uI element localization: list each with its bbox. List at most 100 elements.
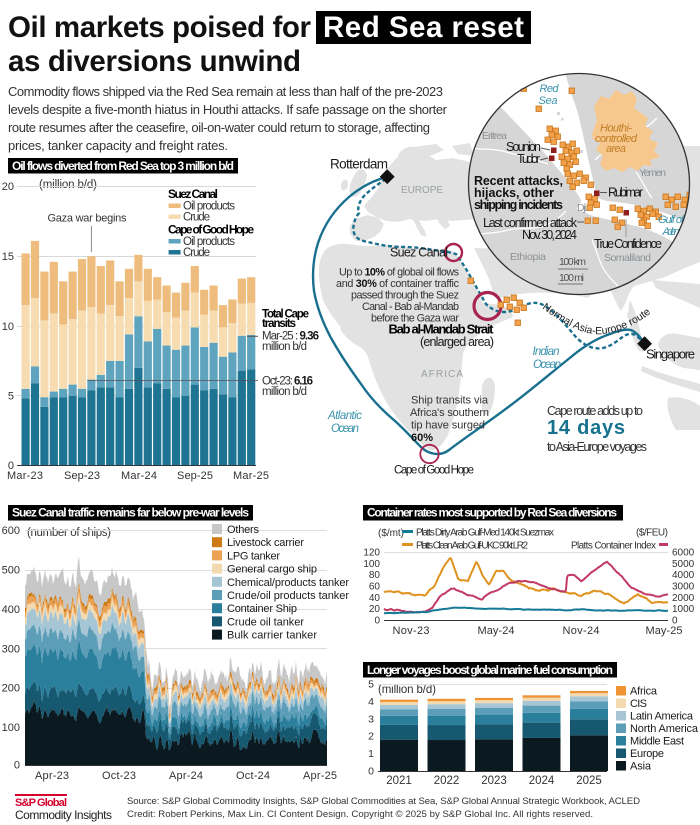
svg-text:(number of ships): (number of ships): [27, 527, 111, 539]
svg-text:Apr-23: Apr-23: [35, 770, 69, 782]
svg-text:Latin America: Latin America: [630, 711, 694, 723]
svg-text:million b/d: million b/d: [262, 386, 307, 398]
svg-text:Houthi-: Houthi-: [600, 123, 632, 135]
svg-text:Bab al-Mandab Strait: Bab al-Mandab Strait: [389, 322, 495, 337]
svg-text:Suez Canal traffic remains far: Suez Canal traffic remains far below pre…: [12, 506, 249, 520]
svg-text:transits: transits: [262, 318, 296, 330]
svg-text:Crude oil tanker: Crude oil tanker: [227, 616, 304, 628]
svg-text:0: 0: [672, 616, 678, 627]
svg-text:Sep-23: Sep-23: [64, 470, 100, 482]
svg-text:(enlarged area): (enlarged area): [420, 335, 494, 349]
svg-text:Suez Canal: Suez Canal: [168, 187, 218, 201]
svg-text:tip have surged: tip have surged: [411, 420, 485, 432]
svg-text:Mar-25: Mar-25: [233, 470, 269, 482]
svg-text:Nov-23: Nov-23: [393, 625, 430, 637]
svg-text:400: 400: [2, 604, 20, 616]
svg-text:Container Ship: Container Ship: [227, 603, 297, 615]
svg-text:6000: 6000: [672, 548, 695, 559]
svg-text:300: 300: [2, 643, 20, 655]
svg-text:Cape route adds up to: Cape route adds up to: [547, 404, 643, 418]
svg-text:True Confidence: True Confidence: [594, 237, 662, 251]
svg-text:Oct-23: 6.16: Oct-23: 6.16: [262, 376, 313, 388]
svg-text:route resumes after the ceasef: route resumes after the ceasefire, oil-o…: [8, 120, 430, 135]
svg-text:Oct-24: Oct-24: [236, 770, 270, 782]
svg-text:Livestock carrier: Livestock carrier: [227, 537, 304, 549]
svg-text:15: 15: [2, 251, 14, 263]
svg-text:80: 80: [369, 570, 381, 581]
svg-text:Singapore: Singapore: [646, 347, 695, 362]
svg-text:($/FEU): ($/FEU): [636, 528, 668, 539]
svg-text:shipping incidents: shipping incidents: [474, 198, 563, 212]
svg-text:Suez Canal: Suez Canal: [390, 246, 448, 260]
svg-text:Up to 10% of global oil flows: Up to 10% of global oil flows: [339, 267, 460, 279]
svg-text:Source: S&P Global Commodity I: Source: S&P Global Commodity Insights, S…: [127, 796, 640, 807]
svg-text:EUROPE: EUROPE: [401, 185, 445, 196]
svg-text:Sep-25: Sep-25: [177, 470, 213, 482]
svg-text:Cape of Good Hope: Cape of Good Hope: [168, 223, 254, 237]
svg-text:prices, tanker capacity and fr: prices, tanker capacity and freight rate…: [8, 138, 228, 153]
svg-text:Oil flows diverted from Red Se: Oil flows diverted from Red Sea top 3 mi…: [12, 159, 234, 173]
svg-text:North America: North America: [630, 723, 699, 735]
svg-text:Somaliland: Somaliland: [604, 252, 651, 264]
svg-text:passed through the Suez: passed through the Suez: [351, 290, 459, 302]
svg-text:2022: 2022: [434, 775, 460, 787]
svg-text:Oil products: Oil products: [183, 201, 235, 213]
svg-text:500: 500: [2, 565, 20, 577]
svg-text:Cape of Good Hope: Cape of Good Hope: [394, 465, 474, 477]
svg-text:0: 0: [368, 766, 374, 778]
svg-text:Ocean: Ocean: [331, 423, 359, 435]
svg-text:million b/d: million b/d: [262, 341, 307, 353]
svg-text:3000: 3000: [672, 582, 695, 593]
svg-text:4: 4: [368, 696, 374, 708]
svg-text:May-24: May-24: [478, 625, 515, 637]
svg-text:Gulf of: Gulf of: [658, 214, 685, 226]
svg-text:Apr-25: Apr-25: [303, 770, 337, 782]
svg-text:100 mi: 100 mi: [559, 272, 584, 284]
svg-text:Rotterdam: Rotterdam: [330, 157, 388, 172]
svg-text:Oil markets poised for: Oil markets poised for: [8, 11, 312, 44]
svg-text:Chemical/products tanker: Chemical/products tanker: [227, 577, 349, 589]
svg-text:100: 100: [2, 722, 20, 734]
svg-text:area: area: [606, 143, 626, 155]
svg-text:($/mt): ($/mt): [378, 528, 404, 539]
svg-text:Credit: Robert Perkins, Max Li: Credit: Robert Perkins, Max Lin. CI Cont…: [127, 809, 593, 820]
svg-text:LPG tanker: LPG tanker: [227, 550, 280, 562]
svg-text:Atlantic: Atlantic: [327, 410, 362, 422]
svg-text:to Asia-Europe voyages: to Asia-Europe voyages: [547, 440, 647, 454]
svg-text:14 days: 14 days: [547, 417, 625, 439]
svg-text:Ship transits via: Ship transits via: [411, 395, 489, 407]
svg-text:100 km: 100 km: [559, 256, 586, 268]
svg-text:0: 0: [8, 460, 14, 472]
svg-text:before the Gaza war: before the Gaza war: [371, 313, 459, 325]
svg-text:Sounion: Sounion: [506, 140, 541, 154]
svg-text:2025: 2025: [576, 775, 602, 787]
svg-text:100: 100: [363, 559, 380, 570]
svg-text:Africa's southern: Africa's southern: [410, 407, 489, 419]
svg-text:Container rates most supported: Container rates most supported by Red Se…: [367, 506, 617, 520]
svg-text:Commodity Insights: Commodity Insights: [15, 808, 112, 822]
svg-text:Nov-24: Nov-24: [563, 625, 600, 637]
svg-text:3: 3: [368, 713, 374, 725]
svg-text:Longer voyages boost global ma: Longer voyages boost global marine fuel …: [367, 663, 613, 677]
svg-text:5: 5: [8, 391, 14, 403]
svg-text:Rubimar: Rubimar: [608, 186, 643, 200]
svg-text:controlled: controlled: [595, 133, 638, 145]
svg-text:hijacks, other: hijacks, other: [474, 186, 554, 200]
svg-text:Africa: Africa: [630, 686, 658, 698]
svg-text:Ocean: Ocean: [533, 359, 561, 371]
svg-text:Nov. 30, 2024: Nov. 30, 2024: [522, 228, 577, 242]
svg-text:Recent attacks,: Recent attacks,: [474, 174, 563, 188]
svg-text:Mar-25 : 9.36: Mar-25 : 9.36: [262, 331, 319, 343]
svg-text:0: 0: [374, 616, 380, 627]
svg-text:Yemen: Yemen: [639, 167, 666, 179]
svg-text:2021: 2021: [386, 775, 412, 787]
svg-text:2: 2: [368, 731, 374, 743]
svg-text:600: 600: [2, 525, 20, 537]
svg-text:2024: 2024: [529, 775, 555, 787]
svg-text:and 30% of container traffic: and 30% of container traffic: [336, 278, 460, 290]
svg-text:Platts Clean Arab Gulf-UKC 90k: Platts Clean Arab Gulf-UKC 90kt LR2: [416, 541, 528, 552]
svg-text:Others: Others: [227, 524, 260, 536]
svg-text:60: 60: [369, 582, 381, 593]
svg-text:Sea: Sea: [539, 95, 558, 107]
svg-text:Total Cape: Total Cape: [262, 309, 309, 321]
